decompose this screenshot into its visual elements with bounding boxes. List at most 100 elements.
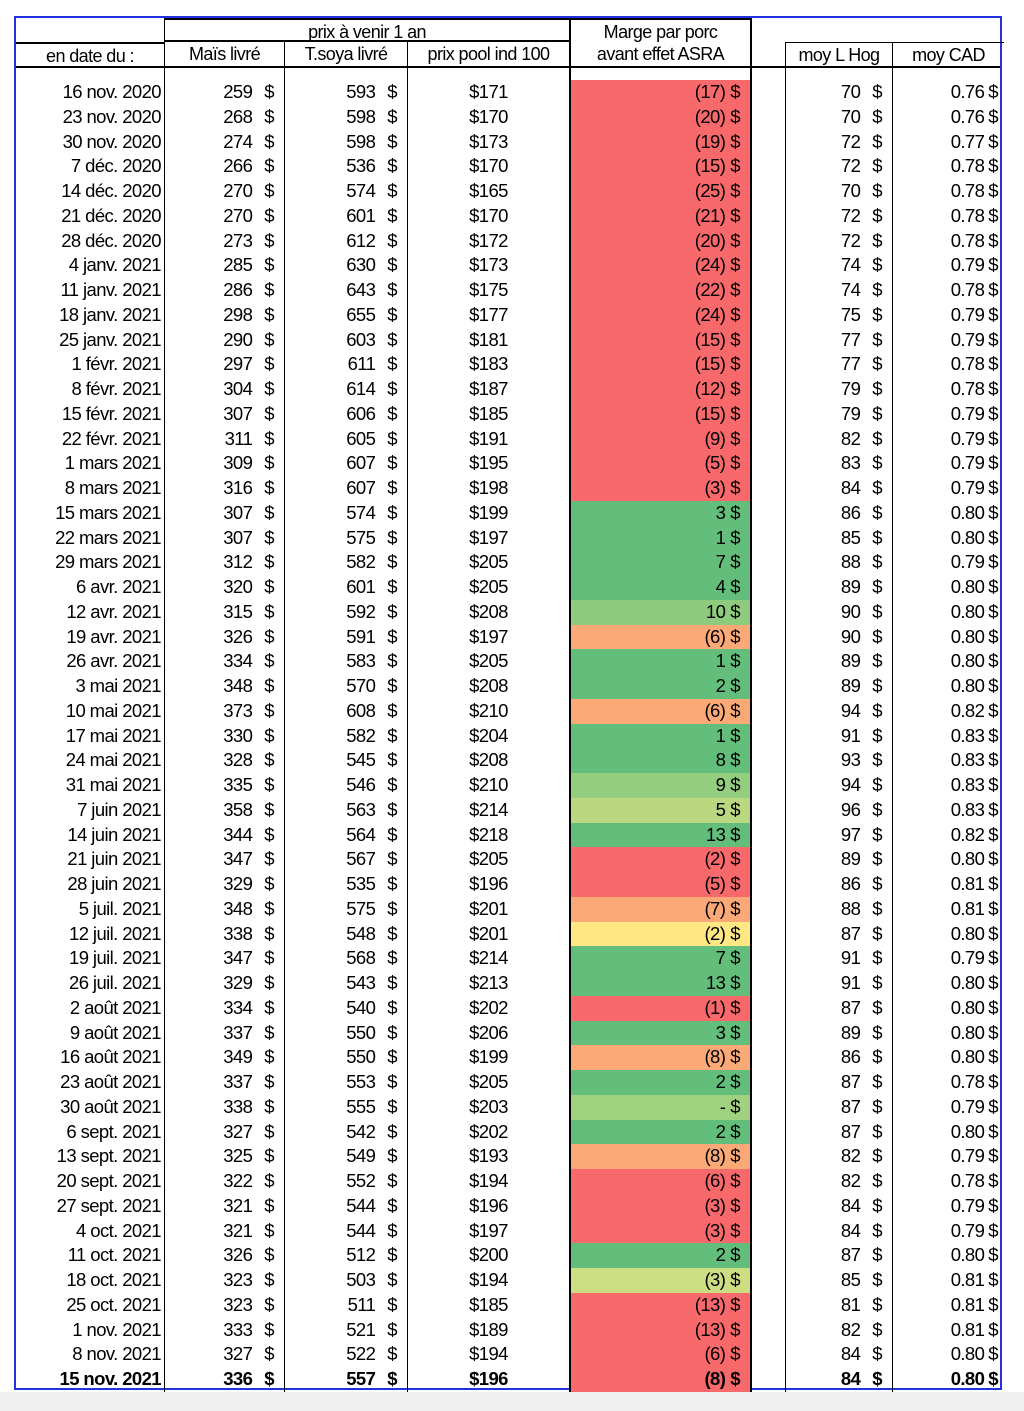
mais-value: 304 — [223, 378, 253, 399]
table-row: 10 mai 2021 373 $608 $ $210 (6) $94 $0.82 $ — [16, 698, 1000, 724]
soya-value: 592 — [346, 600, 376, 622]
currency-symbol: $ — [264, 1095, 274, 1117]
currency-symbol: $ — [872, 1046, 882, 1068]
cell-date: 6 sept. 2021 — [66, 1120, 161, 1142]
cell-mais: 259 $ — [164, 80, 284, 105]
hog-value: 90 — [840, 625, 861, 647]
currency-symbol: $ — [387, 526, 397, 548]
cell-gap — [752, 1070, 785, 1095]
marge-value: (8) — [704, 1046, 726, 1068]
table-row: 15 mars 2021 307 $574 $ $199 3 $86 $0.80 $ — [16, 500, 1000, 526]
currency-symbol: $ — [988, 798, 998, 820]
mais-value: 290 — [223, 328, 253, 350]
currency-symbol: $ — [872, 600, 882, 622]
marge-value: (6) — [704, 1343, 726, 1365]
currency-symbol: $ — [264, 600, 274, 622]
cad-value: 0.82 — [950, 699, 985, 721]
soya-value: 557 — [346, 1368, 376, 1389]
currency-symbol: $ — [988, 600, 998, 622]
cad-value: 0.79 — [950, 1095, 985, 1117]
cell-marge: 1 $ — [569, 649, 752, 674]
cell-cad: 0.80 $ — [892, 847, 1004, 872]
header-marge-line2: avant effet ASRA — [569, 42, 752, 66]
currency-symbol: $ — [264, 996, 274, 1018]
spacer-row — [16, 68, 1000, 80]
cad-value: 0.83 — [950, 749, 985, 771]
table-row: 5 juil. 2021 348 $575 $ $201 (7) $88 $0.81 $ — [16, 896, 1000, 922]
cell-pool: $203 — [407, 1094, 569, 1120]
soya-value: 608 — [346, 699, 376, 721]
hog-value: 84 — [840, 477, 861, 498]
soya-value: 567 — [346, 848, 376, 870]
cell-date: 12 avr. 2021 — [66, 600, 161, 622]
cell-pool: $199 — [407, 1045, 569, 1070]
cell-pool: $205 — [407, 1070, 569, 1095]
currency-symbol: $ — [872, 1343, 882, 1365]
currency-symbol: $ — [872, 303, 882, 325]
cell-marge: (8) $ — [569, 1144, 752, 1169]
currency-symbol: $ — [988, 873, 998, 894]
mais-value: 323 — [223, 1293, 253, 1315]
soya-value: 583 — [346, 650, 376, 672]
soya-value: 543 — [346, 972, 376, 993]
hog-value: 70 — [840, 180, 861, 201]
currency-symbol: $ — [872, 105, 882, 127]
hog-value: 87 — [840, 1071, 861, 1092]
mais-value: 307 — [223, 501, 253, 523]
currency-symbol: $ — [387, 1046, 397, 1068]
cell-soya: 643 $ — [284, 278, 407, 303]
mais-value: 335 — [223, 774, 253, 795]
currency-symbol: $ — [730, 996, 740, 1018]
cell-soya: 574 $ — [284, 500, 407, 526]
cell-marge: 3 $ — [569, 1020, 752, 1046]
cell-mais: 307 $ — [164, 500, 284, 526]
cell-gap — [752, 773, 785, 798]
marge-value: (15) — [694, 155, 726, 177]
cell-hog: 94 $ — [785, 698, 892, 724]
table-row: 9 août 2021 337 $550 $ $206 3 $89 $0.80 $ — [16, 1020, 1000, 1046]
table-row: 4 janv. 2021 285 $630 $ $173 (24) $74 $0.79 $ — [16, 253, 1000, 278]
currency-symbol: $ — [988, 1293, 998, 1315]
table-row: 6 sept. 2021 327 $542 $ $202 2 $87 $0.80 $ — [16, 1119, 1000, 1145]
cell-pool: $165 — [407, 179, 569, 204]
currency-symbol: $ — [264, 204, 274, 226]
soya-value: 542 — [346, 1120, 376, 1142]
currency-symbol: $ — [387, 303, 397, 325]
cell-hog: 84 $ — [785, 476, 892, 501]
cell-hog: 87 $ — [785, 921, 892, 947]
currency-symbol: $ — [730, 1095, 740, 1117]
cell-mais: 270 $ — [164, 179, 284, 204]
marge-value: (5) — [704, 873, 726, 894]
cell-marge: (5) $ — [569, 872, 752, 897]
cell-mais: 307 $ — [164, 401, 284, 427]
currency-symbol: $ — [872, 1170, 882, 1191]
currency-symbol: $ — [988, 1095, 998, 1117]
cell-pool: $170 — [407, 203, 569, 229]
cell-date: 12 juil. 2021 — [69, 922, 162, 944]
table-row: 8 févr. 2021 304 $614 $ $187 (12) $79 $0.78 $ — [16, 377, 1000, 402]
soya-value: 564 — [346, 823, 376, 845]
currency-symbol: $ — [730, 922, 740, 944]
cell-soya: 601 $ — [284, 575, 407, 600]
cell-gap — [752, 80, 785, 105]
currency-symbol: $ — [387, 650, 397, 672]
cell-marge: (13) $ — [569, 1292, 752, 1318]
cell-hog: 77 $ — [785, 352, 892, 377]
currency-symbol: $ — [264, 749, 274, 771]
currency-symbol: $ — [264, 427, 274, 449]
soya-value: 605 — [346, 427, 376, 449]
currency-symbol: $ — [730, 1194, 740, 1216]
cell-cad: 0.78 $ — [892, 278, 1004, 303]
soya-value: 535 — [346, 873, 376, 894]
cell-cad: 0.82 $ — [892, 822, 1004, 848]
cell-marge: (25) $ — [569, 179, 752, 204]
marge-value: 13 — [705, 972, 726, 993]
table-row: 12 juil. 2021 338 $548 $ $201 (2) $87 $0.80 $ — [16, 921, 1000, 947]
currency-symbol: $ — [988, 1318, 998, 1340]
cell-date: 7 déc. 2020 — [70, 155, 162, 177]
currency-symbol: $ — [387, 1293, 397, 1315]
cell-cad: 0.82 $ — [892, 698, 1004, 724]
soya-value: 607 — [346, 452, 376, 474]
cell-pool: $197 — [407, 525, 569, 551]
cad-value: 0.77 — [950, 130, 985, 152]
